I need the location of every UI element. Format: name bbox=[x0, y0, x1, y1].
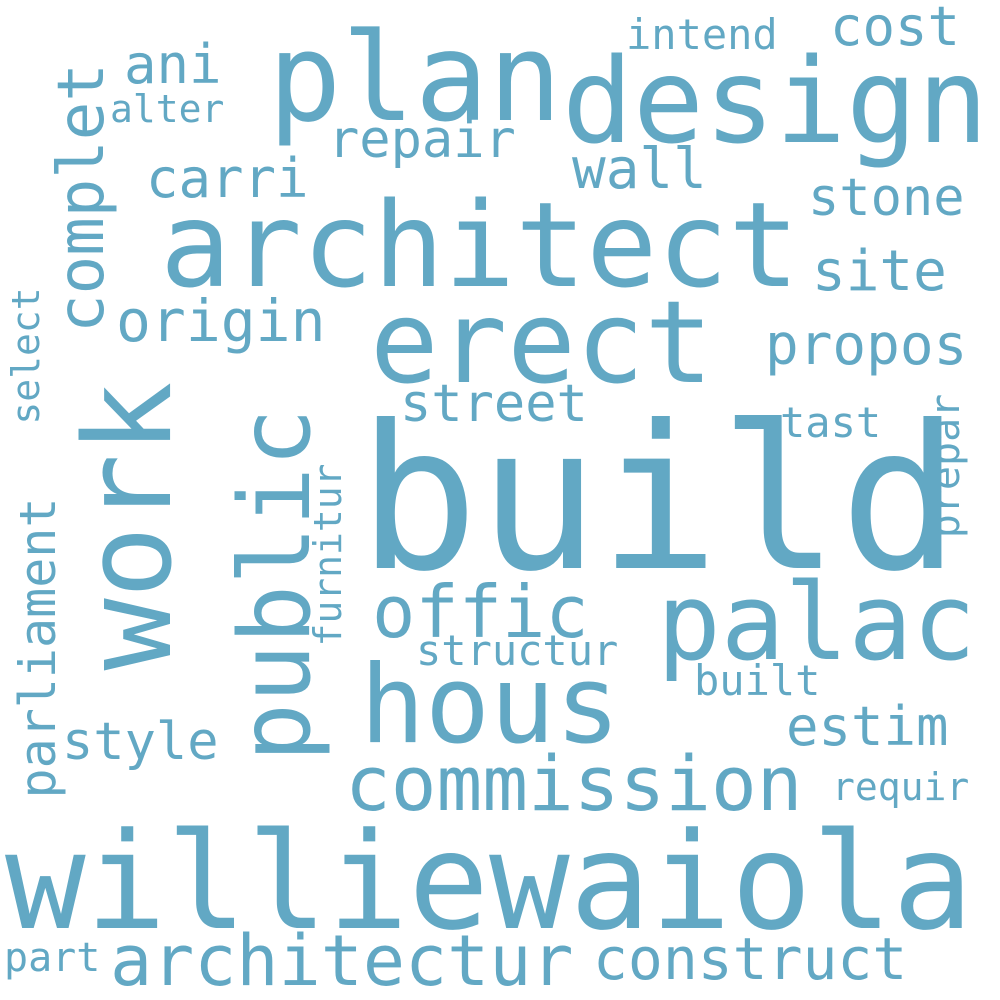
word-construct: construct bbox=[593, 925, 908, 993]
word-furnitur: furnitur bbox=[306, 463, 350, 647]
word-architectur: architectur bbox=[110, 920, 574, 1000]
word-part: part bbox=[4, 935, 101, 981]
word-commission: commission bbox=[345, 739, 803, 828]
word-williewaiola: williewaiola bbox=[5, 804, 974, 960]
word-select: select bbox=[4, 287, 48, 425]
word-hous: hous bbox=[360, 643, 621, 768]
word-street: street bbox=[400, 374, 588, 434]
word-build: build bbox=[358, 383, 961, 616]
word-origin: origin bbox=[116, 287, 326, 355]
word-estim: estim bbox=[786, 695, 949, 758]
word-erect: erect bbox=[370, 276, 714, 409]
word-palac: palac bbox=[657, 561, 977, 684]
word-cost: cost bbox=[830, 0, 961, 58]
word-requir: requir bbox=[832, 765, 970, 809]
word-plan: plan bbox=[268, 7, 562, 149]
word-wall: wall bbox=[572, 137, 707, 202]
word-prepar: prepar bbox=[923, 393, 969, 539]
word-architect: architect bbox=[160, 176, 800, 314]
word-site: site bbox=[812, 239, 947, 304]
word-stone: stone bbox=[808, 168, 965, 228]
word-style: style bbox=[62, 712, 219, 772]
word-carri: carri bbox=[146, 147, 309, 210]
word-tast: tast bbox=[780, 398, 882, 447]
word-offic: offic bbox=[372, 570, 589, 654]
word-propos: propos bbox=[765, 313, 968, 378]
word-design: design bbox=[562, 32, 989, 170]
word-complet: complet bbox=[45, 63, 119, 333]
word-built: built bbox=[694, 656, 821, 705]
word-ani: ani bbox=[124, 33, 222, 96]
word-work: work bbox=[60, 381, 199, 671]
word-structur: structur bbox=[416, 626, 619, 675]
word-alter: alter bbox=[110, 87, 225, 131]
word-repair: repair bbox=[328, 110, 516, 170]
word-parliament: parliament bbox=[9, 497, 67, 799]
word-intend: intend bbox=[626, 10, 778, 59]
